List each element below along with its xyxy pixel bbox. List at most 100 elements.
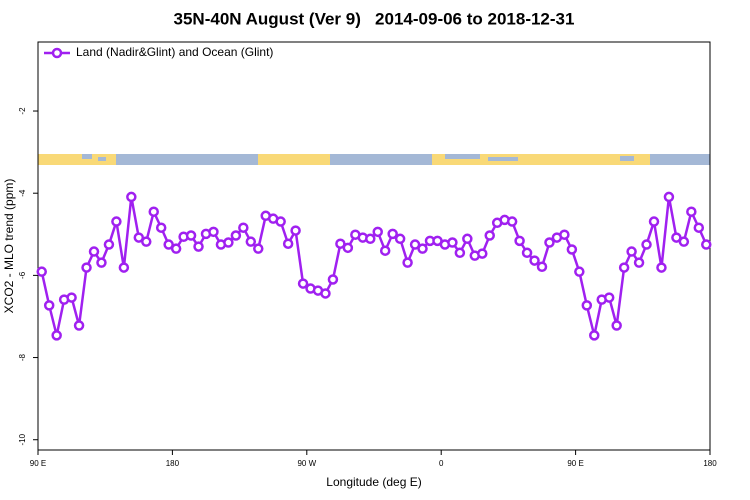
data-point [394,233,406,245]
data-point [521,247,533,259]
ocean-band [445,154,480,159]
data-point [462,233,473,245]
data-point [566,244,578,255]
data-point [536,261,548,272]
data-point [126,191,137,203]
data-point [36,266,47,277]
data-point [701,239,712,250]
data-point [253,243,264,254]
x-tick-label: 90 W [297,459,316,468]
x-tick-label: 90 E [567,459,583,468]
data-point [141,236,152,247]
ocean-band [98,157,106,161]
land-band [432,154,650,165]
data-point [686,206,697,217]
data-point [155,222,167,233]
data-point [663,191,675,203]
data-point [581,300,593,311]
data-point [641,239,652,250]
data-point [484,230,495,241]
data-point [477,248,488,259]
data-point [611,320,622,331]
data-point [529,255,540,266]
data-point [66,292,77,303]
y-axis-label: XCO2 - MLO trend (ppm) [2,179,16,314]
data-point [185,230,197,241]
data-point [626,246,637,257]
data-point [454,247,466,259]
chart-title: 35N-40N August (Ver 9) 2014-09-06 to 201… [174,9,575,28]
land-band [258,154,330,165]
data-point [342,242,354,254]
data-point [372,226,383,238]
ocean-band [620,156,634,161]
data-point [111,216,122,227]
data-point [51,330,62,341]
data-point [193,241,204,252]
x-tick-label: 180 [166,459,180,468]
data-point [290,225,301,236]
data-point [589,330,600,341]
land-band [38,154,116,165]
data-point [81,262,92,273]
data-point [618,262,630,273]
data-point [544,237,555,248]
data-point [320,288,331,299]
data-point [656,262,667,273]
data-point [208,226,219,238]
x-tick-label: 90 E [30,459,46,468]
data-point [223,237,234,248]
y-tick-label: -4 [18,189,27,197]
data-point [133,232,145,243]
data-point [387,228,398,240]
data-point [103,239,115,250]
data-point [678,236,690,247]
legend-marker [51,47,63,59]
data-point [118,262,130,273]
data-point [297,278,309,289]
land-ocean-strip [38,154,710,165]
data-point [335,238,346,249]
data-point [574,266,585,277]
x-tick-label: 180 [703,459,717,468]
data-point [245,236,257,247]
data-point [43,300,55,311]
ocean-band [488,157,518,161]
data-point [365,233,376,245]
data-point [633,257,645,268]
data-point [163,239,174,250]
y-tick-label: -8 [18,353,27,361]
data-point [327,274,339,285]
legend-label: Land (Nadir&Glint) and Ocean (Glint) [76,45,273,59]
data-point [96,257,107,268]
ocean-band [38,154,710,165]
data-point [559,229,570,240]
data-point [417,243,428,254]
ocean-band [82,154,92,159]
x-tick-label: 0 [439,459,444,468]
data-point [514,235,525,247]
data-point [603,292,615,303]
data-point [671,232,682,243]
y-tick-label: -6 [18,271,27,279]
data-point [447,237,458,248]
x-axis-label: Longitude (deg E) [326,475,421,489]
data-point [648,216,660,227]
data-point [73,320,85,331]
data-point [693,222,705,233]
data-point [230,230,242,241]
data-point [275,216,286,227]
data-point [88,246,100,257]
data-point [409,239,421,250]
data-point [379,245,391,256]
data-point [148,206,159,217]
y-tick-label: -2 [18,107,27,115]
y-tick-label: -10 [18,433,27,445]
data-point [238,222,249,233]
data-point [506,216,518,227]
data-point [282,238,294,249]
data-point [170,243,182,254]
data-point [402,257,413,268]
